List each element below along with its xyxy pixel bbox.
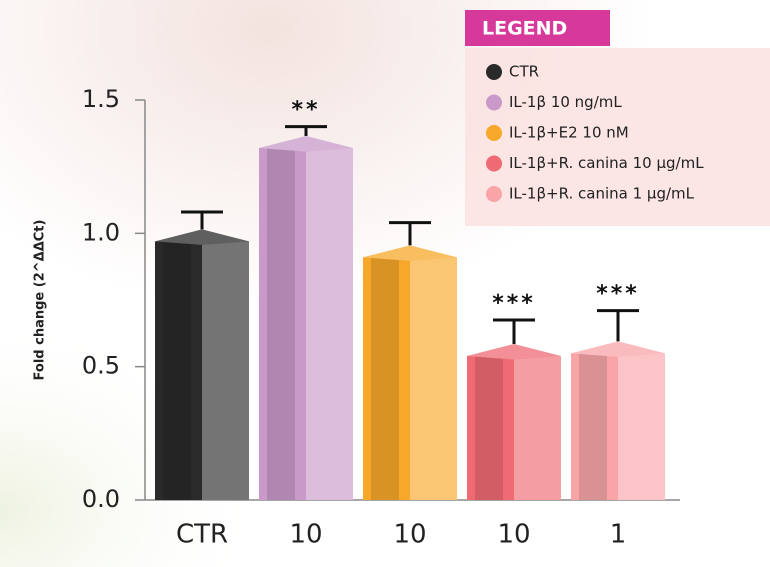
bar [363, 257, 410, 500]
significance: ** [291, 98, 320, 123]
bar-shadow [579, 353, 607, 500]
legend-swatch [486, 125, 502, 141]
y-tick-label: 1.0 [82, 218, 120, 246]
bar [155, 241, 202, 501]
y-tick-label: 0.0 [82, 485, 120, 513]
legend-label: IL-1β 10 ng/mL [509, 93, 622, 111]
bar-shadow [163, 241, 191, 501]
bar [571, 353, 618, 500]
legend-header [465, 10, 610, 46]
bar-cap-highlight [363, 245, 457, 261]
legend-label: IL-1β+R. canina 1 μg/mL [509, 185, 695, 203]
bar [259, 148, 306, 500]
bar-light-face [514, 356, 561, 500]
y-tick-label: 1.5 [82, 85, 120, 113]
bar-highlight [410, 257, 457, 500]
legend-swatch [486, 155, 502, 172]
bar-shadow [267, 148, 295, 500]
bar-light-face [306, 148, 353, 500]
bar-light-face [618, 353, 665, 500]
bar-shadow [371, 257, 399, 500]
legend-swatch [486, 186, 502, 202]
bar-cap [155, 229, 249, 245]
bar-shadow [475, 356, 503, 500]
legend-label: IL-1β+R. canina 10 μg/mL [509, 154, 704, 172]
x-tick-label: 10 [497, 520, 530, 550]
bar-cap [363, 245, 457, 261]
y-axis-label: Fold change (2^ΔΔCt) [33, 220, 48, 381]
significance: *** [596, 282, 640, 307]
x-tick-label: CTR [176, 520, 228, 550]
bar-cap-highlight [571, 341, 665, 357]
legend-label: IL-1β+E2 10 nM [509, 124, 629, 142]
bar-cap-highlight [259, 136, 353, 152]
bar-cap-highlight [155, 229, 249, 245]
bar-cap [467, 344, 561, 360]
bar [467, 356, 514, 500]
x-tick-label: 1 [610, 520, 627, 550]
legend-swatch [486, 94, 502, 111]
significance: *** [492, 291, 536, 316]
bar-light-face [202, 241, 249, 501]
bar-cap [571, 341, 665, 357]
legend-box [465, 48, 770, 226]
legend-label: CTR [509, 63, 539, 81]
x-tick-label: 10 [289, 520, 322, 550]
bar-cap [259, 136, 353, 152]
y-tick-label: 0.5 [82, 352, 120, 380]
bar-light-face [410, 257, 457, 500]
legend-title: LEGEND [482, 18, 567, 40]
legend-swatch [486, 64, 502, 80]
bar-cap-highlight [467, 344, 561, 360]
bar-highlight [618, 353, 665, 500]
bar-highlight [514, 356, 561, 500]
bar-highlight [306, 148, 353, 500]
x-tick-label: 10 [393, 520, 426, 550]
bar-highlight [202, 241, 249, 501]
